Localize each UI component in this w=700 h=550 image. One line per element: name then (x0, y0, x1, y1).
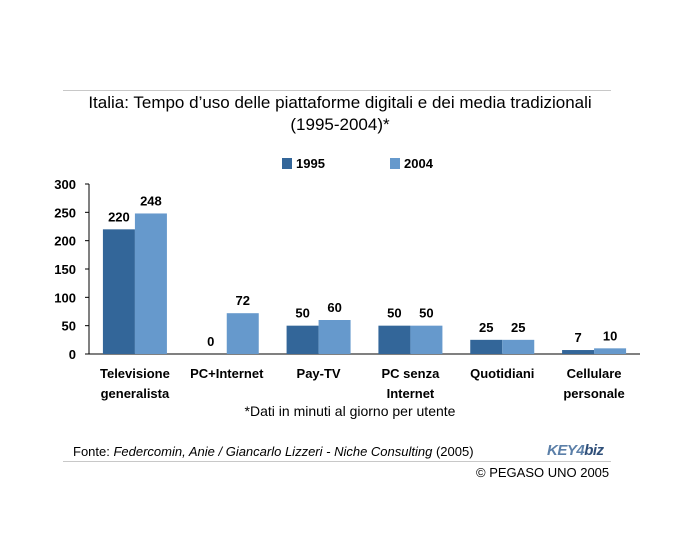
data-label-1995-3: 50 (387, 306, 401, 321)
data-label-1995-1: 0 (207, 334, 214, 349)
bar-2004-0 (134, 213, 167, 354)
chart-title-line-2: (1995-2004)* (290, 115, 390, 134)
y-tick-label: 300 (54, 177, 76, 192)
y-tick-label: 150 (54, 262, 76, 277)
source-authors: Federcomin, Anie / Giancarlo Lizzeri - N… (113, 444, 433, 459)
top-divider (63, 90, 611, 91)
chart-title: Italia: Tempo d’uso delle piattaforme di… (0, 92, 680, 136)
bottom-divider (63, 461, 611, 462)
data-label-1995-4: 25 (479, 320, 493, 335)
y-tick-label: 0 (69, 347, 76, 362)
data-label-2004-2: 60 (327, 300, 341, 315)
footnote: *Dati in minuti al giorno per utente (244, 403, 456, 419)
data-label-1995-5: 7 (574, 330, 581, 345)
data-label-1995-0: 220 (108, 209, 130, 224)
bar-2004-3 (410, 325, 443, 354)
legend-label-1995: 1995 (296, 156, 325, 171)
y-tick-label: 50 (62, 319, 76, 334)
bar-1995-4 (470, 339, 503, 354)
key4biz-logo: KEY4biz (547, 442, 604, 459)
legend-label-2004: 2004 (404, 156, 434, 171)
bar-2004-2 (318, 320, 351, 354)
category-label-3-1: Internet (387, 386, 435, 401)
category-label-1-0: PC+Internet (190, 366, 264, 381)
category-label-0-0: Televisione (100, 366, 170, 381)
chart-title-line-1: Italia: Tempo d’uso delle piattaforme di… (88, 93, 592, 112)
bar-1995-2 (286, 325, 319, 354)
bar-2004-4 (502, 339, 535, 354)
data-label-2004-3: 50 (419, 306, 433, 321)
category-label-5-1: personale (563, 386, 624, 401)
category-label-5-0: Cellulare (567, 366, 622, 381)
category-label-3-0: PC senza (382, 366, 441, 381)
bar-1995-0 (102, 229, 135, 354)
bar-1995-5 (562, 350, 595, 354)
data-label-2004-4: 25 (511, 320, 525, 335)
category-label-4-0: Quotidiani (470, 366, 534, 381)
legend-swatch-2004 (390, 158, 400, 169)
bar-2004-1 (226, 313, 259, 354)
source-prefix: Fonte: (73, 444, 114, 459)
source-year: (2005) (432, 444, 474, 459)
y-tick-label: 250 (54, 205, 76, 220)
y-tick-label: 100 (54, 290, 76, 305)
data-label-1995-2: 50 (295, 306, 309, 321)
data-label-2004-5: 10 (603, 328, 617, 343)
data-label-2004-1: 72 (236, 293, 250, 308)
y-tick-label: 200 (54, 234, 76, 249)
category-label-0-1: generalista (101, 386, 170, 401)
bar-1995-3 (378, 325, 411, 354)
copyright-note: © PEGASO UNO 2005 (476, 465, 610, 480)
bar-2004-5 (594, 348, 627, 354)
data-label-2004-0: 248 (140, 193, 162, 208)
legend-swatch-1995 (282, 158, 292, 169)
source-note: Fonte: Federcomin, Anie / Giancarlo Lizz… (73, 444, 474, 459)
category-label-2-0: Pay-TV (297, 366, 341, 381)
